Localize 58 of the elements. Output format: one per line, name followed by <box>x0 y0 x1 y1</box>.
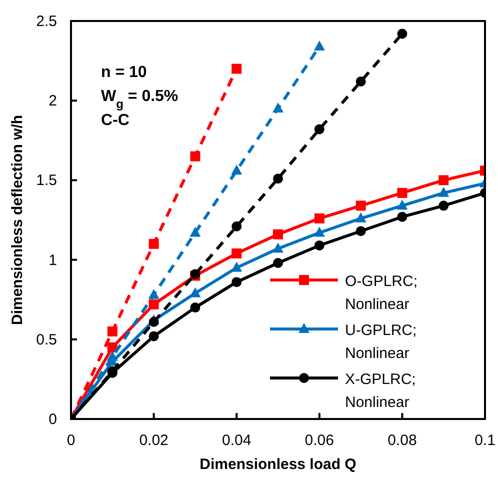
point <box>273 174 283 184</box>
annotation: C-C <box>101 112 130 129</box>
point <box>397 188 408 198</box>
point <box>438 200 449 211</box>
legend-label: X-GPLRC; Nonlinear <box>345 371 416 411</box>
point <box>314 240 324 250</box>
point <box>356 200 366 211</box>
point <box>231 262 242 272</box>
point <box>314 40 325 50</box>
point <box>314 213 324 224</box>
point <box>396 200 408 210</box>
point <box>190 226 201 237</box>
point <box>148 288 160 299</box>
x-tick-label: 0.1 <box>474 432 496 449</box>
point <box>272 242 284 253</box>
point <box>190 151 200 162</box>
annotation: W$_{g}$ = 0.5% <box>101 88 178 111</box>
point <box>355 212 366 222</box>
point <box>231 164 242 175</box>
y-tick-label: 2 <box>48 92 57 110</box>
x-tick-label: 0.04 <box>222 432 252 449</box>
point <box>107 326 118 336</box>
annotation: n = 10 <box>101 64 147 81</box>
x-tick-label: 0.02 <box>139 432 168 449</box>
point <box>148 299 159 310</box>
y-tick-label: 1 <box>48 252 57 269</box>
legend-label: U-GPLRC; Nonlinear <box>345 322 417 362</box>
point <box>232 248 242 258</box>
point <box>148 331 159 342</box>
point <box>106 350 118 361</box>
point <box>314 226 325 237</box>
point <box>148 238 159 249</box>
point <box>232 277 242 288</box>
y-tick-label: 2.5 <box>36 13 57 30</box>
point <box>356 226 366 236</box>
x-tick-label: 0 <box>66 432 76 449</box>
point <box>232 221 242 232</box>
point <box>190 302 200 313</box>
point <box>273 258 283 268</box>
x-tick-label: 0.06 <box>304 432 334 449</box>
point <box>190 287 201 298</box>
y-tick-label: 0 <box>48 411 57 428</box>
x-tick-label: 0.08 <box>388 432 417 449</box>
y-tick-label: 1.5 <box>36 172 57 190</box>
point <box>232 64 242 74</box>
point <box>148 316 159 327</box>
legend-label: O-GPLRC; Nonlinear <box>345 273 418 313</box>
y-tick-label: 0.5 <box>36 331 57 348</box>
point <box>438 186 450 197</box>
point <box>397 28 408 39</box>
point <box>273 229 283 240</box>
point <box>397 212 408 222</box>
x-axis-title: Dimensionless load Q <box>200 456 357 473</box>
y-axis-title: Dimensionless deflection w/h <box>9 114 26 326</box>
point <box>356 76 366 86</box>
point <box>272 102 284 113</box>
point <box>438 175 449 186</box>
point <box>314 124 324 134</box>
